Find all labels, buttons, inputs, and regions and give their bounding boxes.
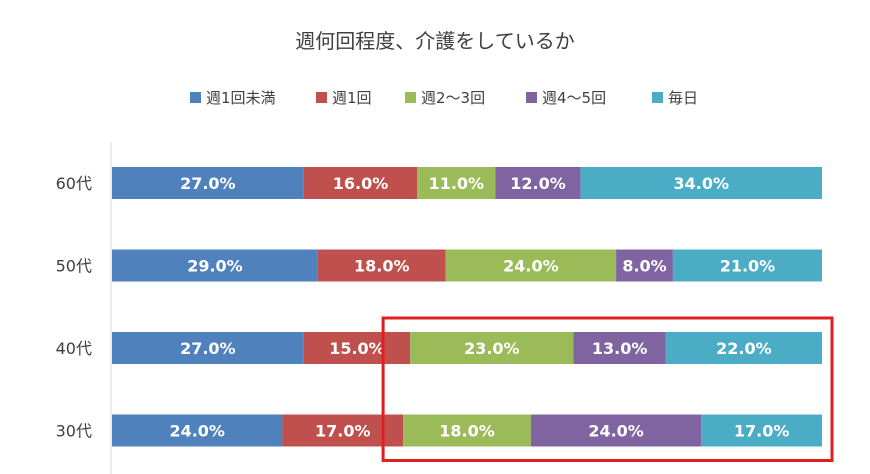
- data-label: 11.0%: [429, 174, 485, 193]
- data-label: 18.0%: [354, 257, 410, 276]
- data-label: 17.0%: [734, 422, 790, 441]
- category-label: 50代: [56, 257, 92, 276]
- bar-segment: [303, 332, 411, 364]
- bar-segment: [672, 249, 822, 282]
- bar-segment: [701, 414, 822, 447]
- bar-segment: [403, 414, 531, 447]
- chart-title: 週何回程度、介護をしているか: [295, 29, 574, 53]
- bar-segment: [112, 332, 304, 364]
- legend-swatch: [526, 92, 537, 103]
- bar-segment: [573, 332, 666, 364]
- bars-group: 27.0% 16.0% 11.0% 12.0% 34.0% 29.0% 18.0% 24.0%…: [112, 167, 822, 447]
- bar-segment: [112, 167, 304, 199]
- data-label: 12.0%: [510, 174, 566, 193]
- legend-label: 毎日: [668, 89, 698, 107]
- data-label: 24.0%: [169, 422, 225, 441]
- category-label: 60代: [56, 174, 92, 193]
- legend-label: 週2～3回: [421, 89, 485, 107]
- data-label: 15.0%: [329, 339, 385, 358]
- bar-segment: [445, 249, 617, 282]
- legend-swatch: [190, 92, 201, 103]
- category-labels: 60代 50代 40代 30代: [56, 174, 92, 441]
- bar-segment: [616, 249, 673, 282]
- legend-label: 週1回: [332, 89, 372, 107]
- bar-segment: [317, 249, 446, 282]
- legend-swatch: [316, 92, 327, 103]
- category-label: 30代: [56, 422, 92, 441]
- highlight-box: [381, 316, 834, 462]
- data-label: 23.0%: [464, 339, 520, 358]
- data-label: 18.0%: [439, 422, 495, 441]
- data-label: 27.0%: [180, 174, 236, 193]
- bar-segment: [112, 249, 318, 282]
- bar-segment: [530, 414, 702, 447]
- data-label: 34.0%: [674, 174, 730, 193]
- legend-label: 週1回未満: [206, 89, 276, 107]
- bar-segment: [665, 332, 822, 364]
- data-label: 29.0%: [187, 257, 243, 276]
- legend-swatch: [405, 92, 416, 103]
- data-label: 17.0%: [315, 422, 371, 441]
- bar-segment: [112, 414, 283, 447]
- data-label: 8.0%: [622, 257, 666, 276]
- legend: 週1回未満 週1回 週2～3回 週4～5回 毎日: [190, 89, 698, 107]
- legend-swatch: [652, 92, 663, 103]
- data-label: 13.0%: [592, 339, 648, 358]
- bar-segment: [417, 167, 496, 199]
- data-label: 22.0%: [716, 339, 772, 358]
- legend-label: 週4～5回: [542, 89, 606, 107]
- data-label: 24.0%: [503, 257, 559, 276]
- bar-segment: [580, 167, 822, 199]
- data-label: 16.0%: [333, 174, 389, 193]
- data-label: 27.0%: [180, 339, 236, 358]
- data-label: 24.0%: [588, 422, 644, 441]
- category-label: 40代: [56, 339, 92, 358]
- data-label: 21.0%: [720, 257, 776, 276]
- bar-segment: [410, 332, 574, 364]
- bar-segment: [495, 167, 581, 199]
- bar-segment: [303, 167, 418, 199]
